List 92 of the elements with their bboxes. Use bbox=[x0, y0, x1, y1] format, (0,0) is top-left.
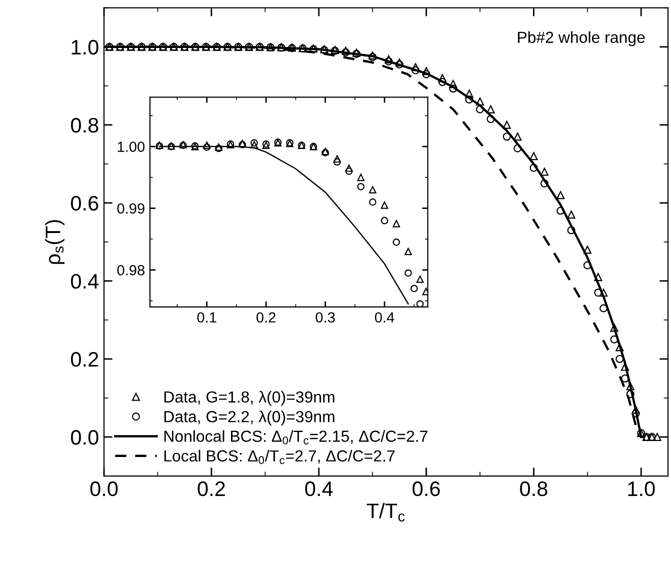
x-tick-label: 0.1 bbox=[197, 312, 216, 323]
point bbox=[556, 191, 565, 200]
point bbox=[502, 132, 511, 141]
x-tick-label: 0.6 bbox=[412, 481, 440, 496]
y-tick-label: 0.98 bbox=[117, 265, 144, 276]
point bbox=[345, 168, 353, 175]
point bbox=[392, 238, 400, 246]
x-tick-label: 1.0 bbox=[628, 481, 655, 496]
y-tick-label: 0.99 bbox=[117, 203, 144, 214]
point bbox=[368, 51, 377, 60]
point bbox=[380, 216, 388, 224]
point bbox=[384, 57, 393, 66]
point bbox=[368, 52, 377, 62]
point bbox=[369, 198, 376, 206]
x-tick-label: 0.2 bbox=[256, 312, 276, 323]
point bbox=[600, 304, 608, 312]
point bbox=[357, 174, 365, 182]
point bbox=[610, 335, 618, 344]
point bbox=[392, 220, 400, 228]
point bbox=[610, 324, 618, 332]
point bbox=[422, 67, 430, 76]
point bbox=[583, 246, 592, 254]
point bbox=[626, 390, 634, 398]
legend-label: Nonlocal BCS: Δ$_{0}$/T$_{c}$=2.15, ΔC/C=2.7 bbox=[164, 430, 428, 444]
point bbox=[395, 60, 404, 68]
x-tick-label: 0.0 bbox=[90, 481, 118, 496]
point bbox=[476, 105, 484, 114]
point bbox=[567, 210, 576, 219]
point bbox=[416, 300, 424, 307]
y-tick-label: 0.0 bbox=[71, 430, 98, 445]
annotation: Pb#2 whole range bbox=[518, 31, 645, 46]
point bbox=[404, 248, 412, 256]
point bbox=[410, 284, 418, 292]
y-tick-label: 1.00 bbox=[118, 142, 145, 152]
point bbox=[632, 406, 640, 414]
point bbox=[514, 132, 522, 141]
point bbox=[502, 120, 511, 129]
point bbox=[465, 96, 474, 104]
point bbox=[486, 115, 495, 124]
legend-label: Data, G=2.2, λ(0)=39nm bbox=[164, 410, 334, 426]
x-tick-label: 0.4 bbox=[305, 481, 333, 496]
point bbox=[620, 362, 630, 371]
point bbox=[514, 144, 522, 152]
legend-label: Data, G=1.8, λ(0)=39nm bbox=[164, 390, 334, 406]
y-axis-title: ρ$_{s}$(T) bbox=[45, 220, 64, 264]
point bbox=[616, 343, 624, 352]
x-axis-title: T/T$_{c}$ bbox=[366, 502, 405, 522]
point bbox=[345, 164, 353, 172]
point bbox=[438, 74, 446, 82]
point bbox=[369, 186, 376, 194]
point bbox=[476, 97, 484, 106]
point bbox=[540, 179, 548, 188]
point bbox=[357, 182, 365, 190]
point bbox=[540, 168, 548, 176]
point bbox=[616, 354, 624, 363]
y-tick-label: 1.0 bbox=[72, 40, 98, 55]
point bbox=[333, 158, 341, 166]
point bbox=[250, 141, 258, 148]
point bbox=[384, 55, 393, 64]
x-tick-label: 0.2 bbox=[198, 481, 225, 496]
point bbox=[626, 382, 634, 390]
point bbox=[594, 273, 602, 282]
y-tick-label: 0.4 bbox=[71, 274, 99, 289]
point bbox=[594, 288, 602, 297]
point bbox=[404, 269, 412, 277]
point bbox=[530, 164, 538, 172]
x-tick-label: 0.3 bbox=[316, 312, 335, 323]
point bbox=[653, 432, 662, 442]
point bbox=[486, 105, 495, 114]
point bbox=[465, 90, 474, 98]
point bbox=[449, 84, 458, 93]
y-tick-label: 0.2 bbox=[71, 352, 98, 367]
point bbox=[416, 276, 424, 283]
point bbox=[556, 206, 565, 215]
point bbox=[567, 226, 576, 234]
point bbox=[583, 261, 592, 270]
point bbox=[203, 143, 211, 151]
y-tick-label: 0.6 bbox=[71, 196, 98, 211]
point bbox=[380, 201, 388, 209]
point bbox=[203, 142, 211, 149]
x-tick-label: 0.8 bbox=[520, 481, 548, 496]
point bbox=[600, 288, 608, 297]
point bbox=[422, 70, 430, 78]
point bbox=[438, 78, 446, 86]
point bbox=[530, 152, 538, 160]
point bbox=[412, 66, 420, 74]
y-tick-label: 0.8 bbox=[71, 118, 98, 133]
point bbox=[449, 80, 458, 88]
x-tick-label: 0.4 bbox=[374, 312, 394, 323]
point bbox=[250, 139, 258, 147]
point bbox=[333, 155, 341, 163]
legend-label: Local BCS: Δ$_{0}$/T$_{c}$=2.7, ΔC/C=2.7 bbox=[164, 450, 395, 464]
